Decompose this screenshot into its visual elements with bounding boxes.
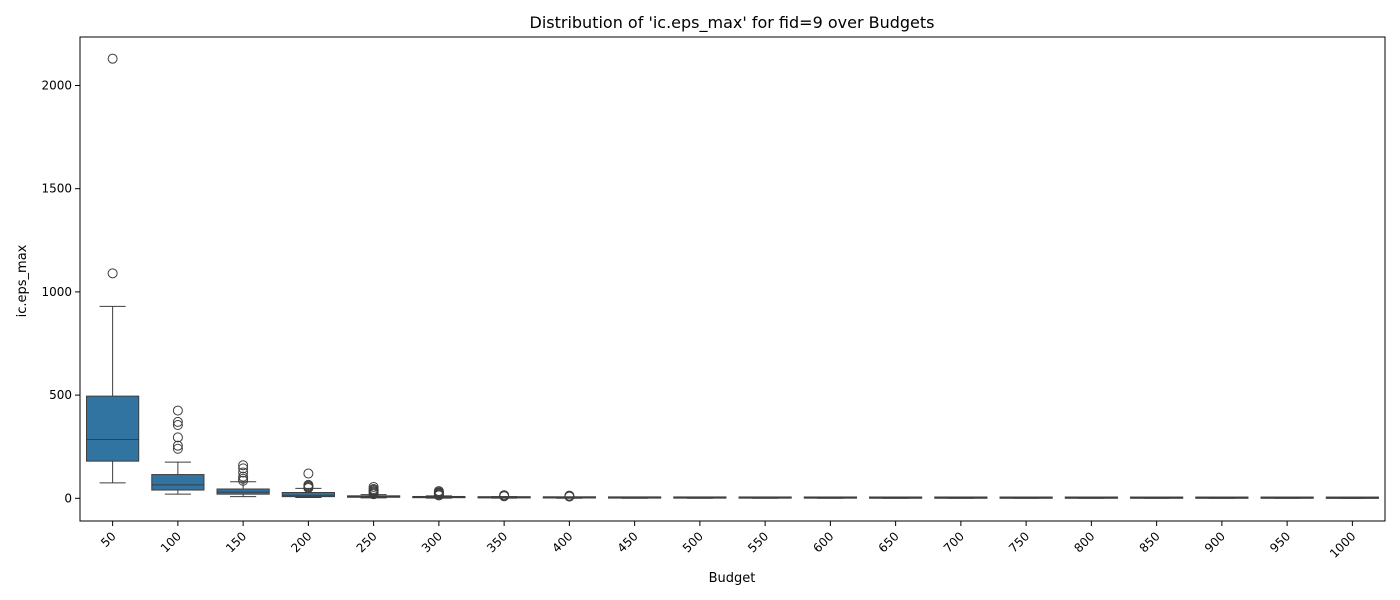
outlier-point <box>172 432 183 443</box>
outlier-point <box>172 416 183 427</box>
y-tick-label: 500 <box>49 388 72 402</box>
x-tick-label: 950 <box>1267 529 1293 555</box>
x-tick-label: 850 <box>1137 529 1163 555</box>
y-tick-label: 1000 <box>41 285 72 299</box>
outlier-point <box>172 405 183 416</box>
x-tick-label: 400 <box>549 529 575 555</box>
box-200 <box>281 492 335 498</box>
x-tick-label: 300 <box>419 529 445 555</box>
x-tick-label: 100 <box>158 529 184 555</box>
x-tick-label: 800 <box>1071 529 1097 555</box>
outlier-point <box>238 471 249 482</box>
x-tick-label: 50 <box>98 529 119 550</box>
x-tick-label: 450 <box>615 529 641 555</box>
y-tick-label: 0 <box>64 491 72 505</box>
outlier-point <box>433 486 444 497</box>
outlier-point <box>238 460 249 471</box>
y-tick-label: 2000 <box>41 79 72 93</box>
y-tick-label: 1500 <box>41 182 72 196</box>
x-tick-label: 750 <box>1006 529 1032 555</box>
outlier-point <box>172 443 183 454</box>
y-axis-label: ic.eps_max <box>15 244 30 317</box>
outlier-point <box>303 479 314 490</box>
outlier-point <box>564 490 575 501</box>
box-100 <box>151 474 205 491</box>
outlier-point <box>303 468 314 479</box>
outlier-point <box>499 490 510 501</box>
x-tick-label: 150 <box>223 529 249 555</box>
x-tick-label: 350 <box>484 529 510 555</box>
outlier-point <box>368 481 379 492</box>
x-axis-label: Budget <box>709 571 756 586</box>
outlier-point <box>107 268 118 279</box>
x-tick-label: 600 <box>810 529 836 555</box>
box-150 <box>216 488 270 495</box>
x-tick-label: 500 <box>680 529 706 555</box>
x-tick-label: 1000 <box>1327 529 1358 560</box>
x-tick-label: 650 <box>876 529 902 555</box>
outlier-point <box>107 53 118 64</box>
plot-area: 0 500 1000 1500 2000 50 100 150 200 250 300 350 400 4… <box>41 53 1379 561</box>
outlier-point <box>238 467 249 478</box>
chart-title: Distribution of 'ic.eps_max' for fid=9 o… <box>530 13 935 33</box>
outlier-point <box>238 463 249 474</box>
x-tick-label: 550 <box>745 529 771 555</box>
x-tick-label: 900 <box>1202 529 1228 555</box>
outlier-point <box>172 420 183 431</box>
x-tick-label: 250 <box>354 529 380 555</box>
x-tick-label: 700 <box>941 529 967 555</box>
box-50 <box>86 395 140 462</box>
x-tick-label: 200 <box>288 529 314 555</box>
outlier-point <box>172 440 183 451</box>
plot-frame <box>79 36 1386 522</box>
